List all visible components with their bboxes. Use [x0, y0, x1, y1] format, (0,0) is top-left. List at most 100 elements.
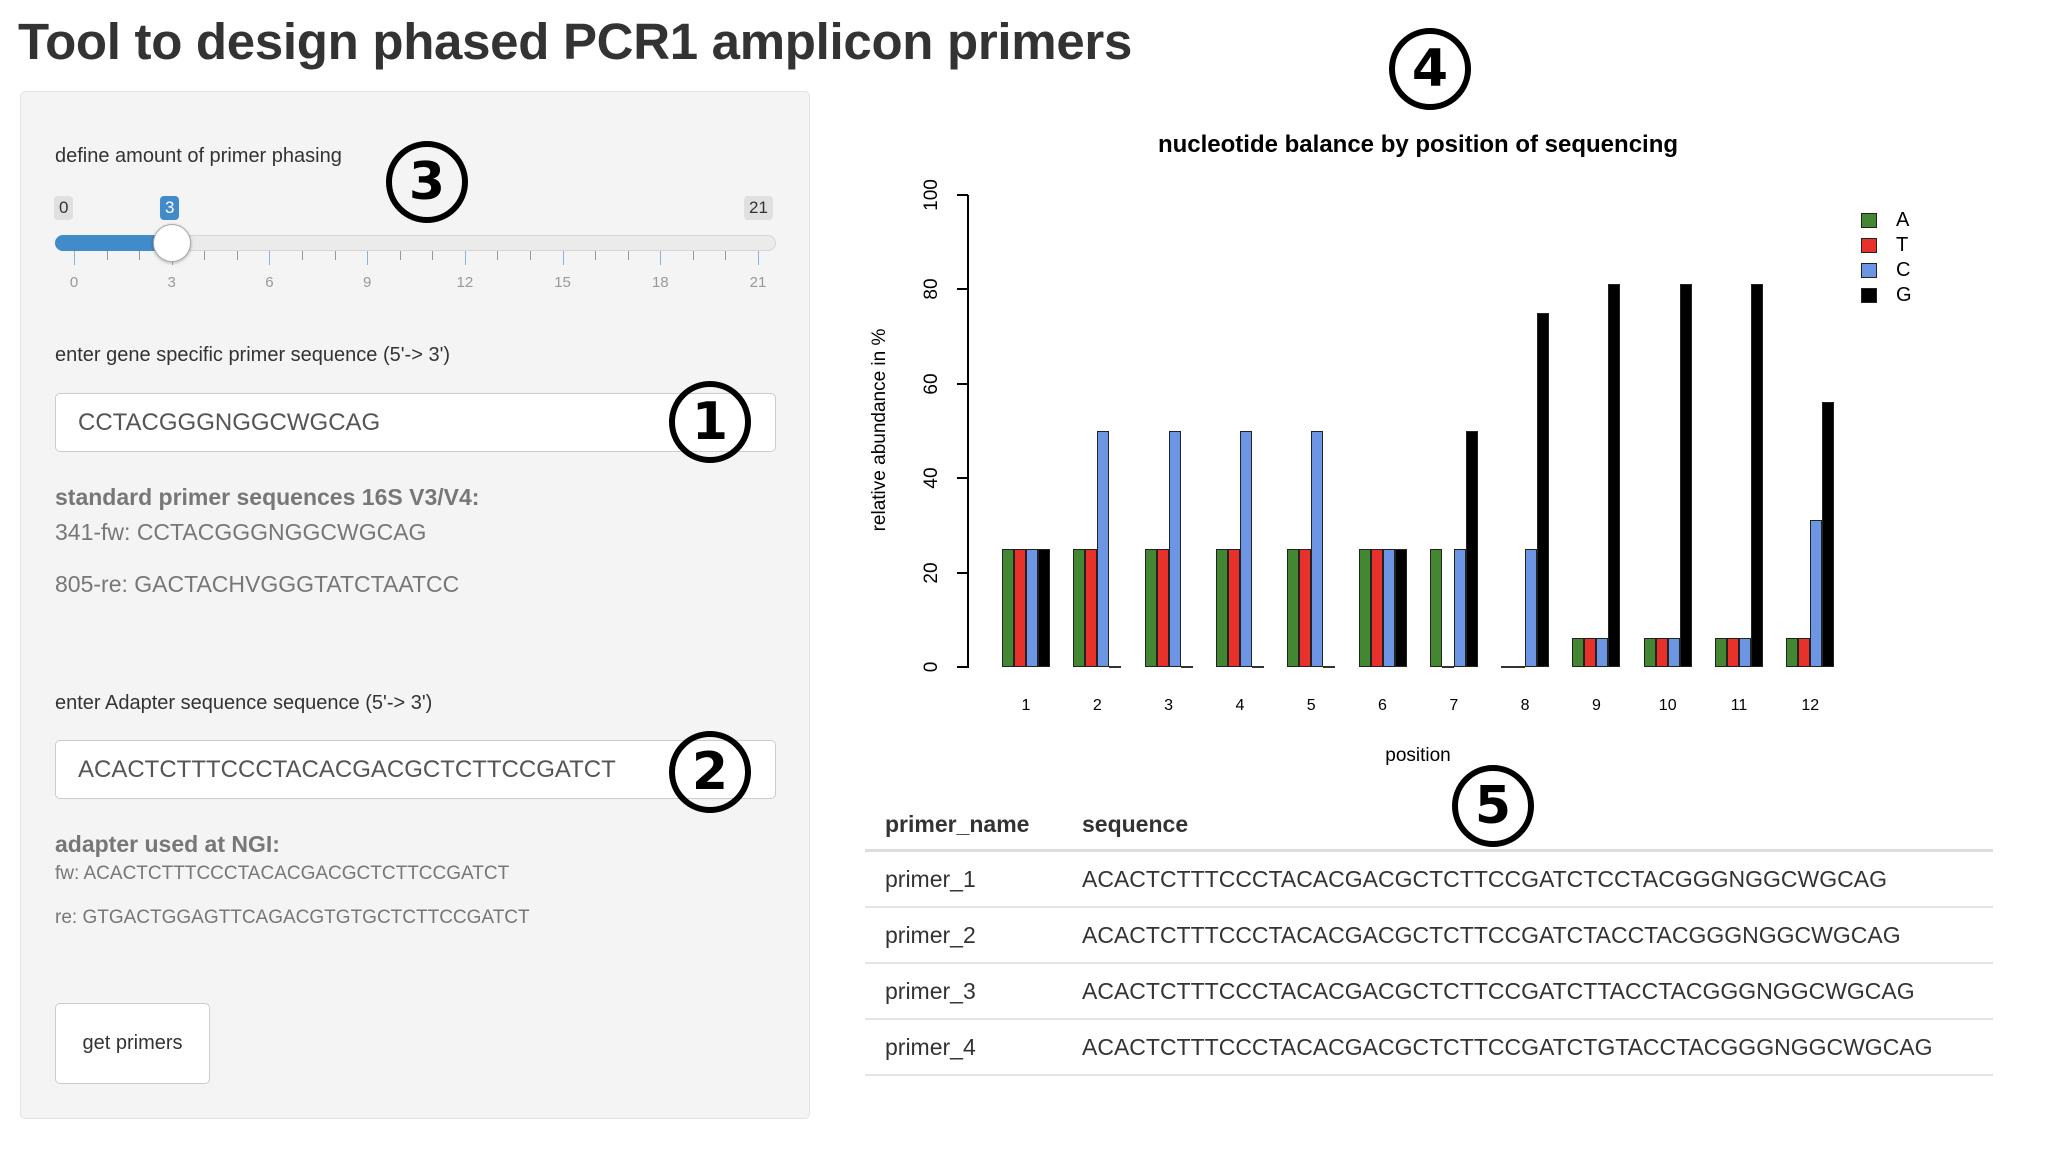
y-tick — [957, 382, 968, 385]
slider-tick — [204, 251, 206, 260]
slider-tick — [530, 251, 531, 260]
bar-A-pos-7 — [1429, 549, 1442, 667]
phasing-label: define amount of primer phasing — [55, 145, 342, 167]
x-tick-label: 4 — [1235, 697, 1245, 714]
bar-T-pos-7 — [1441, 666, 1454, 668]
x-tick-label: 1 — [1021, 697, 1031, 714]
bar-A-pos-10 — [1643, 637, 1656, 667]
bar-T-pos-12 — [1798, 637, 1811, 667]
bar-A-pos-5 — [1287, 549, 1300, 667]
slider-tick — [74, 251, 75, 265]
slider-tick — [660, 251, 662, 265]
ngi-adapter-heading: adapter used at NGI: — [55, 831, 280, 857]
slider-tick — [367, 251, 369, 265]
bar-T-pos-8 — [1513, 666, 1526, 668]
y-tick-label: 20 — [921, 562, 942, 584]
page-title: Tool to design phased PCR1 amplicon prim… — [18, 13, 1133, 70]
y-tick — [957, 571, 968, 574]
slider-tick-label: 12 — [456, 274, 474, 291]
standard-primer-re: 805-re: GACTACHVGGGTATCTAATCC — [55, 571, 460, 597]
bar-T-pos-11 — [1727, 637, 1739, 667]
slider-tick — [236, 251, 238, 260]
annotation-marker-5: 5 — [1452, 765, 1534, 847]
bar-T-pos-9 — [1584, 637, 1597, 667]
bar-G-pos-5 — [1323, 666, 1336, 668]
slider-tick-label: 21 — [749, 274, 767, 291]
slider-handle[interactable] — [152, 224, 191, 262]
bar-C-pos-2 — [1097, 431, 1110, 667]
y-tick — [957, 477, 968, 480]
bar-A-pos-12 — [1786, 637, 1799, 667]
bar-T-pos-5 — [1299, 549, 1312, 667]
standard-primer-fw: 341-fw: CCTACGGGNGGCWGCAG — [55, 519, 427, 545]
legend-swatch-G — [1861, 288, 1877, 303]
x-tick-label: 12 — [1801, 697, 1820, 714]
bar-A-pos-8 — [1501, 666, 1514, 668]
x-tick-label: 2 — [1092, 697, 1102, 714]
slider-tick — [432, 251, 434, 260]
bar-A-pos-4 — [1215, 549, 1228, 667]
bar-G-pos-7 — [1465, 431, 1478, 667]
slider-tick — [497, 251, 499, 260]
sidebar-panel — [20, 91, 810, 1119]
bar-C-pos-12 — [1810, 519, 1823, 667]
primer-name-cell: primer_3 — [865, 963, 1062, 1020]
bar-C-pos-4 — [1239, 431, 1252, 667]
primer-table: primer_name sequence primer_1 ACACTCTTTC… — [865, 800, 1993, 1076]
slider-tick — [269, 251, 271, 265]
bar-A-pos-6 — [1358, 549, 1371, 667]
slider-tick — [334, 251, 336, 260]
adapter-label: enter Adapter sequence sequence (5'-> 3'… — [55, 692, 433, 714]
primer-name-cell: primer_4 — [865, 1019, 1062, 1076]
bar-T-pos-1 — [1014, 549, 1026, 667]
annotation-marker-2: 2 — [669, 731, 751, 813]
slider-min-label: 0 — [54, 196, 74, 220]
bar-G-pos-12 — [1822, 401, 1835, 667]
y-tick-label: 100 — [921, 179, 942, 211]
bar-T-pos-6 — [1370, 549, 1383, 667]
ngi-adapter-re: re: GTGACTGGAGTTCAGACGTGTGCTCTTCCGATCT — [55, 907, 530, 928]
slider-tick-label: 15 — [554, 274, 571, 291]
bar-G-pos-2 — [1109, 666, 1122, 668]
x-tick-label: 8 — [1520, 697, 1530, 714]
slider-tick-label: 3 — [167, 274, 176, 291]
table-row: primer_1 ACACTCTTTCCCTACACGACGCTCTTCCGAT… — [865, 850, 1993, 908]
slider-tick — [692, 251, 694, 260]
chart-title: nucleotide balance by position of sequen… — [1157, 131, 1679, 158]
slider-tick — [758, 251, 759, 265]
y-tick-label: 60 — [921, 373, 942, 395]
legend-label-A: A — [1896, 209, 1910, 231]
bar-T-pos-10 — [1655, 637, 1668, 667]
gene-primer-label: enter gene specific primer sequence (5'-… — [55, 344, 451, 366]
bar-C-pos-8 — [1525, 549, 1538, 667]
get-primers-button[interactable]: get primers — [55, 1003, 210, 1084]
slider-tick-label: 6 — [265, 274, 274, 291]
legend-label-C: C — [1896, 259, 1911, 281]
annotation-marker-3: 3 — [386, 141, 468, 223]
x-tick-label: 6 — [1378, 697, 1387, 714]
y-tick-label: 80 — [921, 278, 942, 300]
adapter-input[interactable] — [55, 740, 776, 799]
bar-G-pos-4 — [1251, 666, 1264, 668]
bar-C-pos-7 — [1453, 549, 1466, 667]
bar-A-pos-11 — [1715, 637, 1727, 667]
slider-tick — [302, 251, 303, 260]
gene-primer-input[interactable] — [55, 393, 776, 452]
y-tick — [957, 194, 968, 196]
legend-swatch-T — [1861, 238, 1877, 253]
slider-tick — [106, 251, 108, 260]
x-tick-label: 3 — [1164, 697, 1174, 714]
x-tick-label: 11 — [1730, 697, 1748, 714]
bar-C-pos-3 — [1168, 431, 1181, 667]
x-tick-label: 9 — [1591, 697, 1601, 714]
bar-T-pos-3 — [1156, 549, 1169, 667]
table-row: primer_3 ACACTCTTTCCCTACACGACGCTCTTCCGAT… — [865, 963, 1993, 1020]
bar-G-pos-10 — [1679, 283, 1692, 667]
bar-G-pos-11 — [1751, 283, 1763, 667]
legend-label-T: T — [1896, 234, 1909, 256]
bar-G-pos-8 — [1537, 313, 1550, 667]
slider-tick-label: 9 — [362, 274, 372, 291]
slider-tick — [399, 251, 401, 260]
bar-A-pos-1 — [1002, 549, 1014, 667]
primer-sequence-cell: ACACTCTTTCCCTACACGACGCTCTTCCGATCTCCTACGG… — [1062, 850, 1993, 908]
